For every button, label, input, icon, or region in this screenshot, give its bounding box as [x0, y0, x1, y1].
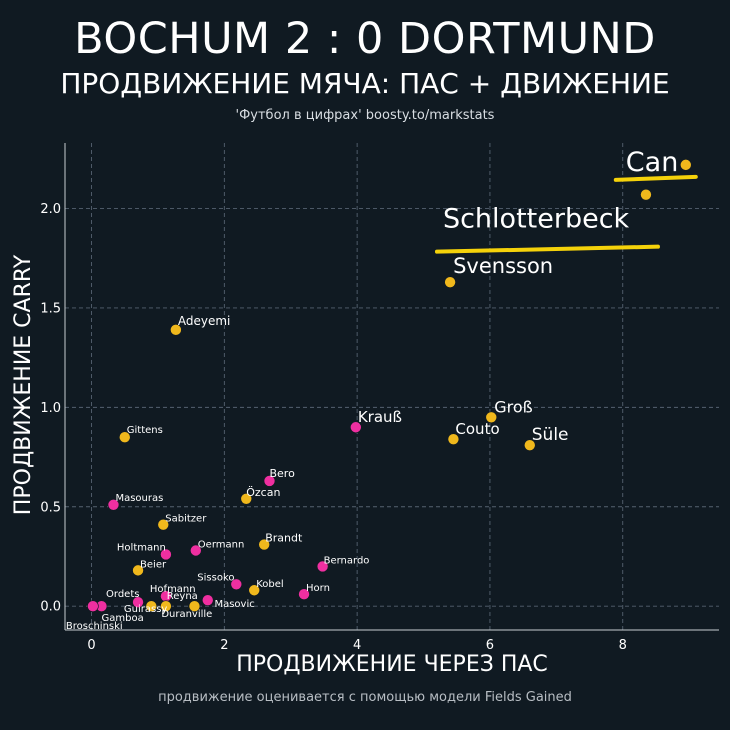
point-label: Oermann [198, 539, 245, 550]
data-point [248, 584, 261, 597]
point-label: Guirassy [124, 604, 168, 615]
y-tick-label: 0.0 [40, 600, 61, 615]
point-label: Bero [269, 467, 295, 480]
labels-layer: Can Schlotterbeck Svensson Adeyemi Gittens Kr… [66, 147, 678, 632]
point-label: Masovic [214, 599, 254, 610]
grid-layer [65, 143, 719, 630]
data-point [447, 433, 460, 445]
data-point [230, 578, 243, 591]
point-label: Gittens [127, 425, 163, 436]
data-point [190, 544, 202, 557]
source-credit: 'Футбол в цифрах' boosty.to/markstats [235, 108, 495, 123]
y-tick-label: 2.0 [40, 202, 61, 217]
data-point [240, 493, 253, 505]
point-label: Brandt [265, 532, 303, 545]
y-tick-label: 1.5 [40, 301, 61, 316]
point-label: Masouras [115, 493, 163, 504]
data-point [640, 188, 652, 201]
y-axis-label: ПРОДВИЖЕНИЕ CARRY [11, 254, 36, 515]
data-point [444, 276, 456, 288]
point-label: Özcan [246, 486, 280, 499]
data-point [298, 588, 310, 601]
y-tick-label: 0.5 [40, 500, 61, 515]
point-label: Gamboa [102, 613, 144, 624]
point-label: Can [626, 147, 679, 178]
point-label: Krauß [358, 408, 402, 426]
points-layer [87, 159, 692, 612]
x-tick-label: 4 [353, 638, 361, 653]
highlight-underline [434, 244, 660, 254]
highlight-layer [434, 174, 698, 254]
data-point [258, 538, 270, 551]
point-label: Couto [455, 420, 499, 438]
point-label: Sissoko [197, 572, 234, 583]
point-label: Ordets [106, 589, 139, 600]
data-point [680, 159, 692, 171]
data-point [160, 600, 172, 612]
data-point [188, 600, 201, 612]
x-tick-label: 6 [486, 638, 494, 653]
x-tick-label: 0 [87, 638, 95, 653]
data-point [107, 498, 120, 511]
point-label: Broschinski [66, 621, 123, 632]
point-label: Svensson [453, 254, 553, 278]
data-point [485, 411, 498, 424]
data-point [145, 600, 158, 612]
data-point [160, 548, 172, 561]
point-label: Holtmann [117, 542, 166, 553]
x-tick-label: 2 [220, 638, 228, 653]
axis-layer: 0 2 4 6 8 0.0 0.5 1.0 1.5 2.0 [40, 143, 719, 653]
data-point [132, 596, 144, 608]
footnote: продвижение оценивается с помощью модели… [158, 690, 572, 705]
point-label: Horn [306, 583, 330, 594]
point-label: Beier [140, 559, 167, 570]
data-point [263, 475, 276, 487]
x-tick-label: 8 [619, 638, 627, 653]
point-label: Adeyemi [178, 314, 231, 328]
data-point [157, 518, 170, 531]
point-label: Sabitzer [165, 514, 207, 525]
data-point [350, 421, 362, 434]
data-point [132, 564, 144, 577]
point-label: Hofmann [150, 584, 196, 595]
data-point [87, 600, 99, 612]
data-point [118, 431, 131, 443]
data-point [316, 560, 329, 573]
point-label: Reyna [167, 591, 198, 602]
point-label: Groß [494, 397, 533, 416]
chart-title: BOCHUM 2 : 0 DORTMUND [74, 14, 656, 64]
highlight-underline [613, 174, 698, 182]
point-label: Duranville [161, 609, 212, 620]
x-axis-label: ПРОДВИЖЕНИЕ ЧЕРЕЗ ПАС [236, 652, 548, 677]
point-label: Schlotterbeck [443, 204, 630, 235]
data-point [201, 594, 214, 606]
point-label: Süle [532, 425, 569, 445]
data-point [170, 324, 182, 336]
point-label: Bernardo [324, 555, 370, 566]
chart-subtitle: ПРОДВИЖЕНИЕ МЯЧА: ПАС + ДВИЖЕНИЕ [60, 67, 670, 100]
y-tick-label: 1.0 [40, 401, 61, 416]
point-label: Kobel [256, 579, 283, 590]
data-point [523, 439, 536, 451]
